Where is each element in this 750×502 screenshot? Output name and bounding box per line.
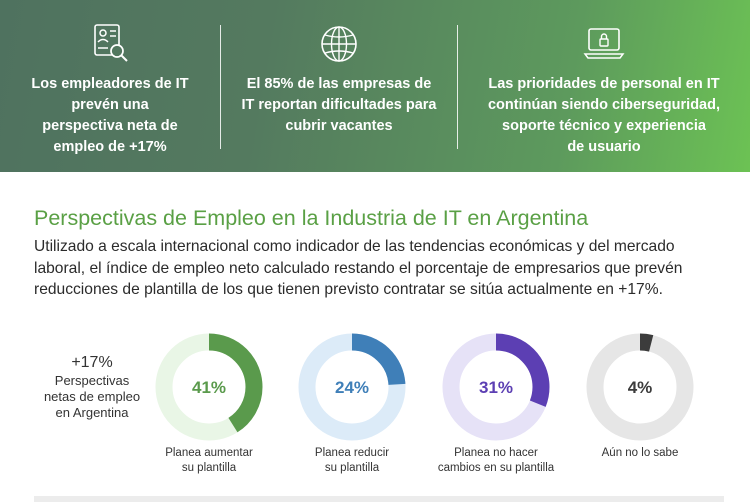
net-outlook-label-line: netas de empleo (43, 389, 141, 404)
net-outlook-value: +17% (71, 354, 113, 371)
donut-chart: 31% (442, 333, 550, 441)
donut-category-label-line: su plantilla (181, 462, 237, 474)
donut-slice (586, 333, 694, 441)
net-outlook-label-line: en Argentina (55, 405, 129, 420)
donut-value-label: 24% (335, 378, 369, 397)
stat-text-line: El 85% de las empresas de (246, 76, 432, 92)
donut-category-label-line: Planea no hacer (454, 447, 538, 459)
donut-chart: 41% (155, 333, 263, 441)
stat-employment-outlook: Los empleadores de IT prevén una perspec… (0, 0, 220, 172)
stat-text-line: empleo de +17% (53, 139, 167, 155)
donut-category-label-line: Planea reducir (314, 447, 390, 459)
stat-text-line: IT reportan dificultades para (241, 97, 437, 113)
donut-category-label: Planea aumentar su plantilla (139, 446, 279, 476)
stat-vacancies: El 85% de las empresas de IT reportan di… (221, 0, 457, 172)
stat-text-line: Los empleadores de IT (31, 76, 189, 92)
donut-category-label-line: cambios en su plantilla (437, 462, 555, 474)
divider (457, 25, 458, 149)
divider (220, 25, 221, 149)
donut-chart: 24% (298, 333, 406, 441)
donut-category-label: Planea no hacer cambios en su plantilla (426, 446, 566, 476)
stat-text-line: Las prioridades de personal en IT (488, 76, 720, 92)
stat-text-line: continúan siendo ciberseguridad, (487, 97, 721, 113)
donut-slice (298, 333, 406, 441)
stat-text-line: cubrir vacantes (285, 118, 393, 134)
section-title: Perspectivas de Empleo en la Industria d… (34, 206, 589, 230)
donut-slice (442, 333, 550, 441)
donut-category-label-line: Aún no lo sabe (601, 447, 679, 459)
donut-chart: 4% (586, 333, 694, 441)
stat-text-line: soporte técnico y experiencia (502, 118, 706, 134)
donut-value-label: 31% (479, 378, 513, 397)
laptop-lock-icon (583, 28, 625, 59)
donut-category-label: Planea reducir su plantilla (282, 446, 422, 476)
donut-slice (155, 333, 263, 441)
donut-category-label-line: su plantilla (324, 462, 380, 474)
stat-text-line: prevén una (71, 97, 149, 113)
stat-priorities: Las prioridades de personal en IT contin… (458, 0, 750, 172)
net-outlook-label-line: Perspectivas (54, 373, 130, 388)
donut-category-label: Aún no lo sabe (570, 446, 710, 461)
net-outlook-summary: +17% Perspectivas netas de empleo en Arg… (40, 355, 144, 421)
donut-category-label-line: Planea aumentar (165, 447, 253, 459)
stat-text-line: de usuario (567, 139, 641, 155)
stats-banner (0, 0, 750, 172)
donut-value-label: 41% (192, 378, 226, 397)
donut-value-label: 4% (628, 378, 653, 397)
stat-text-line: perspectiva neta de (42, 118, 178, 134)
globe-icon (321, 26, 357, 62)
bottom-divider (34, 496, 724, 502)
job-search-icon (94, 24, 128, 62)
section-intro: Utilizado a escala internacional como in… (34, 238, 683, 298)
